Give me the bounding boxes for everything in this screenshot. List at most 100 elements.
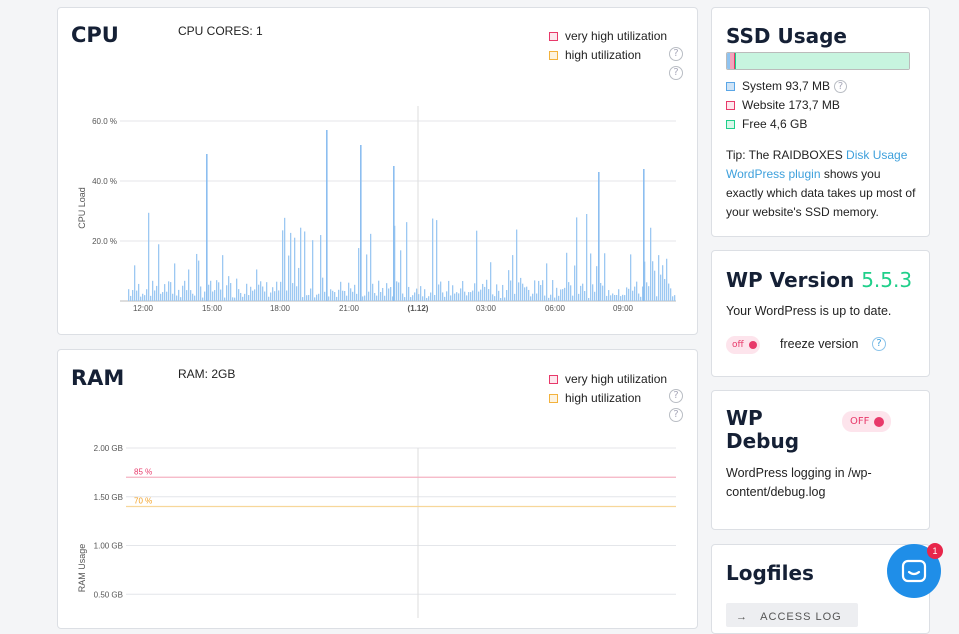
cpu-bar: [508, 270, 510, 301]
access-log-button[interactable]: → ACCESS LOG: [726, 603, 858, 627]
cpu-bar: [334, 292, 336, 301]
cpu-bar: [502, 284, 504, 301]
cpu-bar: [306, 295, 308, 301]
cpu-bar: [178, 289, 180, 301]
cpu-bar: [664, 278, 666, 301]
cpu-bar: [366, 254, 368, 301]
cpu-bar: [552, 280, 554, 301]
cpu-bar: [190, 290, 192, 301]
help-icon[interactable]: ?: [872, 337, 886, 351]
cpu-bar: [212, 291, 214, 301]
cpu-bar: [482, 283, 484, 301]
cpu-bar: [264, 291, 266, 301]
help-icon[interactable]: ?: [834, 79, 848, 93]
cpu-bar: [154, 290, 156, 301]
wp-debug-toggle[interactable]: OFF: [842, 411, 891, 432]
cpu-bar: [298, 267, 300, 301]
y-axis-label: CPU Load: [77, 187, 87, 229]
cpu-bar: [368, 291, 370, 301]
cpu-bar: [526, 286, 528, 301]
cpu-bar: [652, 261, 654, 301]
cpu-bar: [568, 282, 570, 301]
cpu-bar: [134, 265, 136, 301]
ssd-bar-system: [727, 53, 730, 69]
cpu-bar: [312, 240, 314, 301]
cpu-bar: [294, 237, 296, 301]
cpu-peak-bar: [206, 154, 208, 301]
cpu-bar: [242, 296, 244, 301]
cpu-bar: [426, 297, 428, 301]
cpu-bar: [412, 295, 414, 301]
cpu-cores: CPU CORES: 1: [178, 24, 263, 38]
cpu-bar: [300, 227, 302, 301]
cpu-bar: [452, 285, 454, 301]
cpu-bar: [470, 292, 472, 301]
help-icon[interactable]: ?: [669, 408, 683, 422]
cpu-bar: [420, 286, 422, 301]
cpu-bar: [208, 284, 210, 301]
cpu-bar: [214, 290, 216, 301]
freeze-version-toggle[interactable]: off: [726, 336, 760, 354]
cpu-bar: [350, 288, 352, 301]
cpu-bar: [638, 293, 640, 301]
cpu-bar: [416, 288, 418, 301]
legend-label: Free 4,6 GB: [742, 117, 808, 131]
cpu-bar: [136, 290, 138, 301]
cpu-bar: [142, 293, 144, 301]
cpu-bar: [152, 280, 154, 301]
ssd-legend-system: System 93,7 MB?: [726, 79, 848, 93]
cpu-bar: [404, 297, 406, 301]
cpu-bar: [618, 289, 620, 301]
cpu-bar: [332, 290, 334, 301]
cpu-bar: [386, 283, 388, 301]
help-icon[interactable]: ?: [669, 66, 683, 80]
cpu-bar: [258, 284, 260, 301]
cpu-bar: [330, 289, 332, 301]
help-icon[interactable]: ?: [669, 47, 683, 61]
cpu-bar: [478, 291, 480, 301]
freeze-version-label: freeze version: [780, 337, 859, 351]
tip-text: Tip: The RAIDBOXES: [726, 148, 847, 162]
x-tick-label: 15:00: [202, 304, 223, 313]
ssd-title: SSD Usage: [726, 24, 847, 48]
cpu-bar: [510, 280, 512, 301]
cpu-bar: [602, 285, 604, 301]
cpu-bar: [282, 230, 284, 301]
cpu-bar: [218, 282, 220, 301]
help-icon[interactable]: ?: [669, 389, 683, 403]
x-tick-label: 06:00: [545, 304, 566, 313]
cpu-bar: [672, 296, 674, 301]
cpu-bar: [284, 217, 286, 301]
cpu-bar: [156, 285, 158, 301]
cpu-bar: [402, 293, 404, 301]
cpu-bar: [346, 295, 348, 301]
cpu-bar: [488, 289, 490, 301]
cpu-bar: [662, 265, 664, 301]
wp-version-number: 5.5.3: [861, 268, 913, 292]
cpu-bar: [494, 296, 496, 301]
toggle-label: OFF: [850, 416, 870, 427]
cpu-bar: [296, 286, 298, 301]
legend-label: very high utilization: [565, 372, 668, 386]
cpu-bar: [594, 291, 596, 301]
cpu-bar: [232, 297, 234, 301]
cpu-bar: [352, 291, 354, 301]
cpu-bar: [468, 292, 470, 301]
cpu-bar: [364, 295, 366, 301]
cpu-bar: [340, 281, 342, 301]
toggle-label: off: [732, 340, 744, 350]
cpu-bar: [270, 292, 272, 301]
cpu-bar: [246, 283, 248, 301]
y-tick-label: 1.50 GB: [94, 493, 123, 502]
cpu-bar: [518, 282, 520, 301]
cpu-bar: [606, 295, 608, 301]
disk-usage-plugin-link[interactable]: Disk Usage WordPress plugin: [726, 148, 908, 181]
cpu-bar: [230, 283, 232, 301]
cpu-bar: [524, 287, 526, 301]
cpu-bar: [442, 292, 444, 301]
cpu-bar: [532, 293, 534, 301]
cpu-bar: [538, 280, 540, 301]
ssd-bar-free: [735, 53, 909, 69]
cpu-bar: [286, 290, 288, 301]
legend-label: high utilization: [565, 48, 642, 62]
